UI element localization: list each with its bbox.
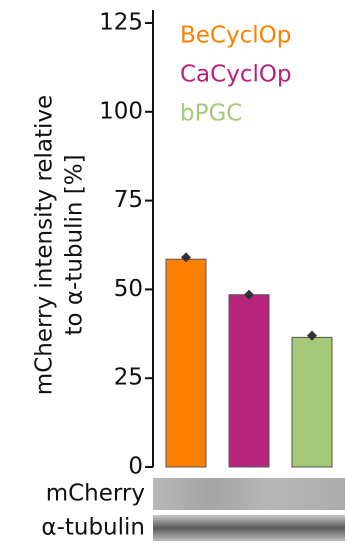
blot-label: α-tubulin xyxy=(41,515,145,541)
bar xyxy=(229,295,269,467)
legend-entry: bPGC xyxy=(180,101,242,127)
bar xyxy=(166,259,206,467)
blot-image xyxy=(153,478,345,510)
y-axis-label: mCherry intensity relative xyxy=(32,95,58,395)
y-tick-label: 125 xyxy=(99,10,143,36)
y-tick-label: 100 xyxy=(99,98,143,124)
bar xyxy=(292,337,332,467)
y-tick-label: 50 xyxy=(114,276,143,302)
blot-image xyxy=(153,515,345,541)
y-tick-label: 75 xyxy=(114,187,143,213)
legend-entry: CaCyclOp xyxy=(180,62,292,88)
y-tick-label: 25 xyxy=(114,365,143,391)
y-tick-label: 0 xyxy=(128,454,143,480)
y-axis-label: to α-tubulin [%] xyxy=(62,154,88,335)
chart: mCherry α-tubulin mCherry intensity rela… xyxy=(0,0,347,544)
legend-entry: BeCyclOp xyxy=(180,23,291,49)
blot-label: mCherry xyxy=(46,481,145,507)
